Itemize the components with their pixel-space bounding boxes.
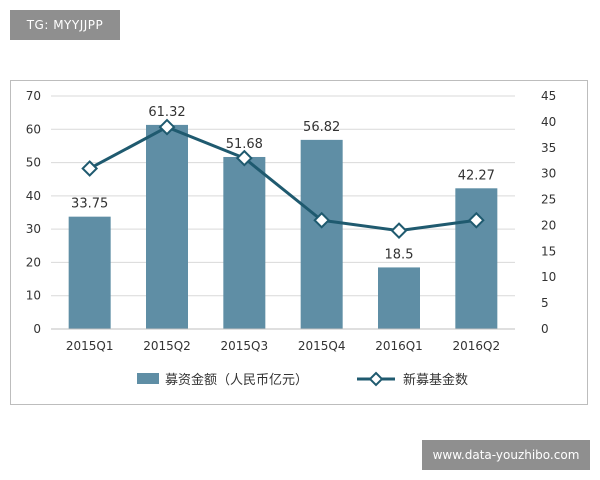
line-series <box>88 125 477 233</box>
line-point <box>390 222 408 240</box>
legend-bar-swatch <box>137 373 159 384</box>
line-point <box>81 160 99 177</box>
y-left-tick-label: 70 <box>26 89 41 103</box>
y-right-tick-label: 40 <box>541 115 556 129</box>
bar-data-label: 18.5 <box>385 247 414 262</box>
y-left-tick-label: 30 <box>26 222 41 236</box>
y-left-tick-label: 50 <box>26 156 41 170</box>
bar-data-label: 42.27 <box>458 168 495 183</box>
y-right-tick-label: 5 <box>541 296 549 310</box>
x-tick-label: 2015Q1 <box>66 339 114 353</box>
chart-frame: 33.75 61.32 51.68 56.82 18.5 42.27 0 10 20 30 40 5… <box>10 80 588 405</box>
bar <box>68 216 111 329</box>
x-tick-label: 2015Q2 <box>143 339 191 353</box>
x-tick-label: 2016Q1 <box>375 339 423 353</box>
x-tick-label: 2015Q4 <box>298 339 346 353</box>
bar <box>146 124 188 329</box>
y-right-tick-label: 20 <box>541 218 556 232</box>
y-left-tick-label: 40 <box>26 189 41 203</box>
legend: 募资金额（人民币亿元） 新募基金数 <box>137 371 468 388</box>
legend-line-label: 新募基金数 <box>403 372 468 388</box>
legend-line-marker <box>368 371 384 387</box>
bar <box>378 267 420 329</box>
line-point <box>467 211 485 229</box>
bar-data-label: 56.82 <box>303 120 340 135</box>
watermark-top: TG: MYYJJPP <box>10 10 120 40</box>
bar <box>223 156 266 329</box>
y-right-tick-label: 30 <box>541 167 556 181</box>
combo-chart: 33.75 61.32 51.68 56.82 18.5 42.27 0 10 20 30 40 5… <box>26 89 557 388</box>
y-right-tick-label: 45 <box>541 89 556 103</box>
line-point <box>313 211 331 229</box>
y-right-tick-label: 10 <box>541 270 556 284</box>
bar <box>455 188 498 329</box>
y-right-tick-label: 25 <box>541 193 556 207</box>
y-left-tick-label: 0 <box>33 322 41 336</box>
y-right-tick-label: 0 <box>541 322 549 336</box>
x-tick-label: 2016Q2 <box>453 339 501 353</box>
y-left-tick-label: 60 <box>26 122 41 136</box>
line-point <box>235 149 253 167</box>
y-left-tick-label: 10 <box>26 289 41 303</box>
bar-data-label: 51.68 <box>226 137 263 152</box>
y-left-tick-label: 20 <box>26 255 41 269</box>
legend-bar-label: 募资金额（人民币亿元） <box>165 372 308 388</box>
line-point <box>158 118 176 136</box>
watermark-bottom: www.data-youzhibo.com <box>422 440 590 470</box>
y-right-tick-label: 15 <box>541 244 556 258</box>
bar <box>300 139 343 329</box>
x-tick-label: 2015Q3 <box>221 339 269 353</box>
y-right-tick-label: 35 <box>541 141 556 155</box>
bar-data-label: 33.75 <box>71 197 108 212</box>
bar-data-label: 61.32 <box>148 105 185 120</box>
